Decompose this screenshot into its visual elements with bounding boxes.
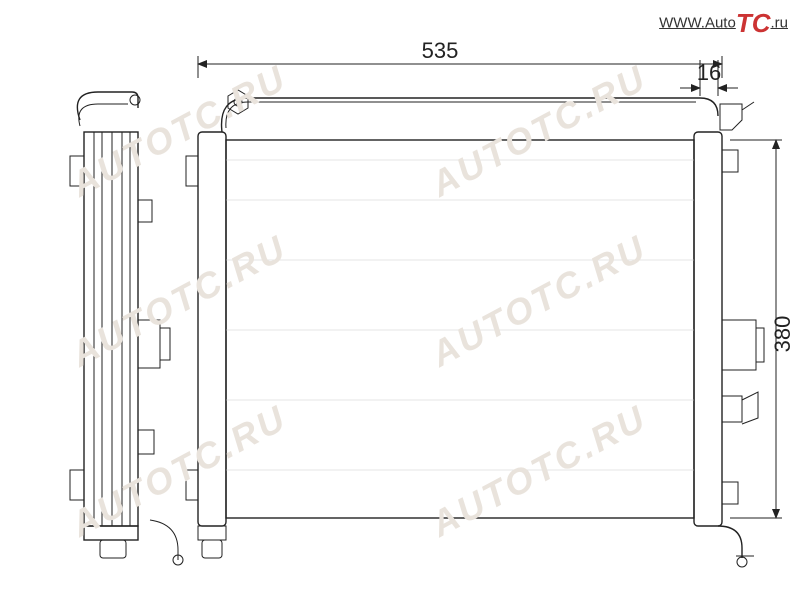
- dim-offset-label: 16: [697, 60, 721, 85]
- side-view: [70, 92, 183, 565]
- dim-height-label: 380: [770, 316, 795, 353]
- logo-accent: TC: [736, 8, 771, 38]
- dimension-width: 535: [198, 38, 722, 78]
- drawing-svg: 535 16 380: [0, 0, 800, 600]
- dimension-height: 380: [730, 140, 795, 518]
- dim-width-label: 535: [422, 38, 459, 63]
- logo-left: WWW.Auto: [659, 14, 736, 31]
- dimension-offset: 16: [680, 60, 738, 96]
- site-logo: WWW.AutoTC.ru: [659, 8, 788, 39]
- front-view: [186, 90, 764, 567]
- logo-right: .ru: [770, 14, 788, 31]
